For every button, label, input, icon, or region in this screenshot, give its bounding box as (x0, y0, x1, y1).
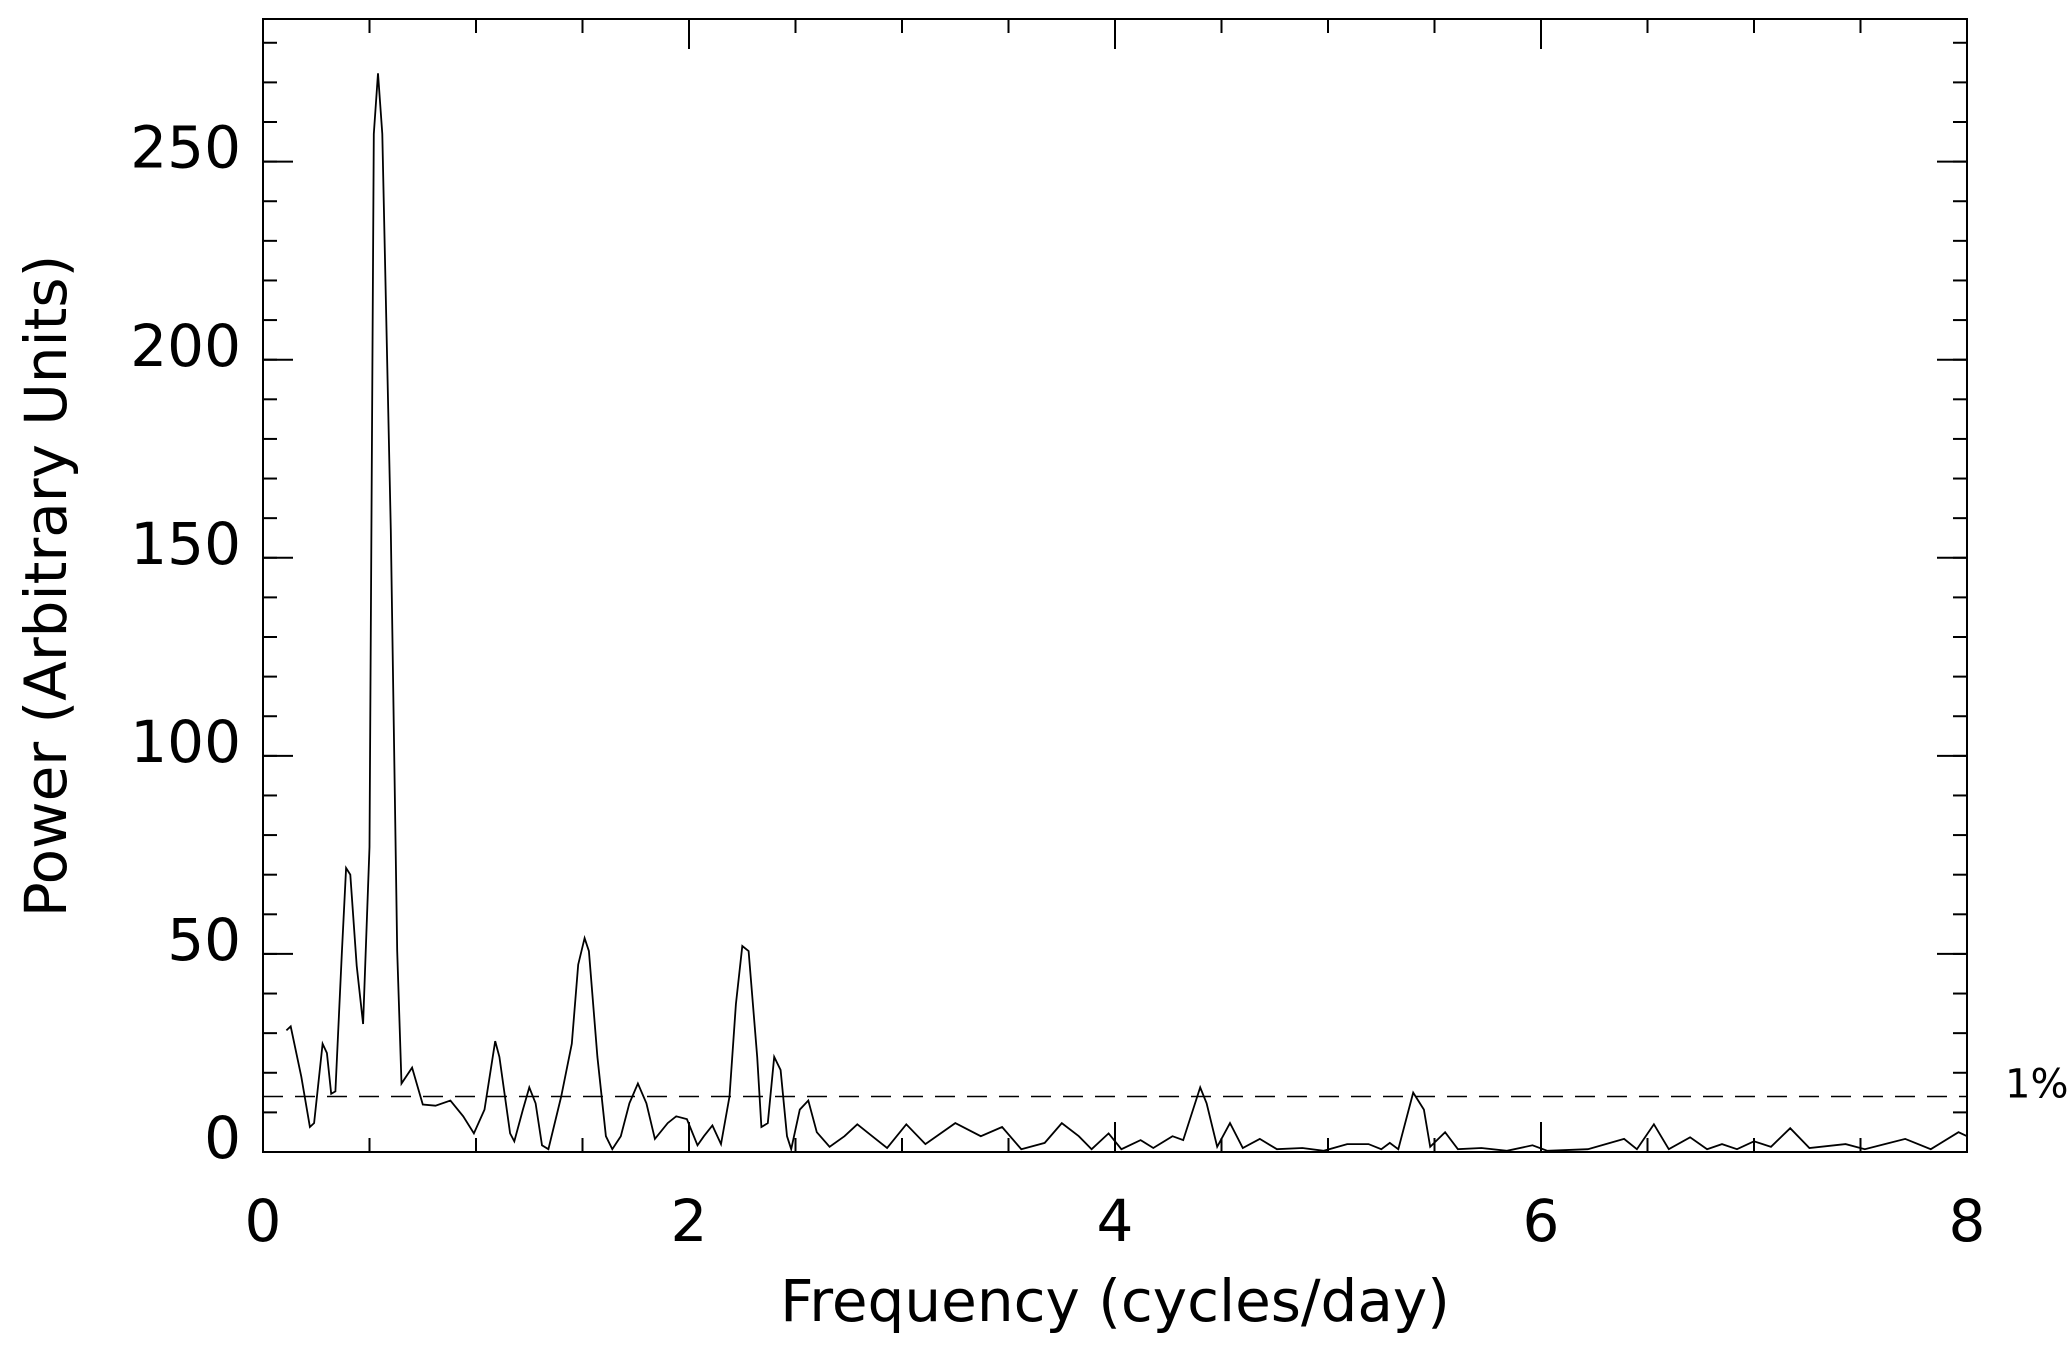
y-axis-title: Power (Arbitrary Units) (12, 255, 80, 918)
y-tick-label: 0 (204, 1104, 241, 1172)
y-tick-label: 200 (130, 312, 241, 380)
x-tick-label: 8 (1949, 1187, 1986, 1255)
y-tick-label: 100 (130, 708, 241, 776)
threshold-label: 1% (2005, 1062, 2067, 1108)
x-tick-label: 0 (245, 1187, 282, 1255)
y-tick-label: 250 (130, 114, 241, 182)
x-tick-label: 6 (1523, 1187, 1560, 1255)
x-axis-title: Frequency (cycles/day) (780, 1267, 1450, 1335)
x-tick-label: 2 (671, 1187, 708, 1255)
power-line (285, 73, 1968, 1153)
x-tick-label: 4 (1097, 1187, 1134, 1255)
plot-frame (262, 18, 1968, 1153)
y-tick-label: 50 (167, 906, 241, 974)
y-tick-label: 150 (130, 510, 241, 578)
